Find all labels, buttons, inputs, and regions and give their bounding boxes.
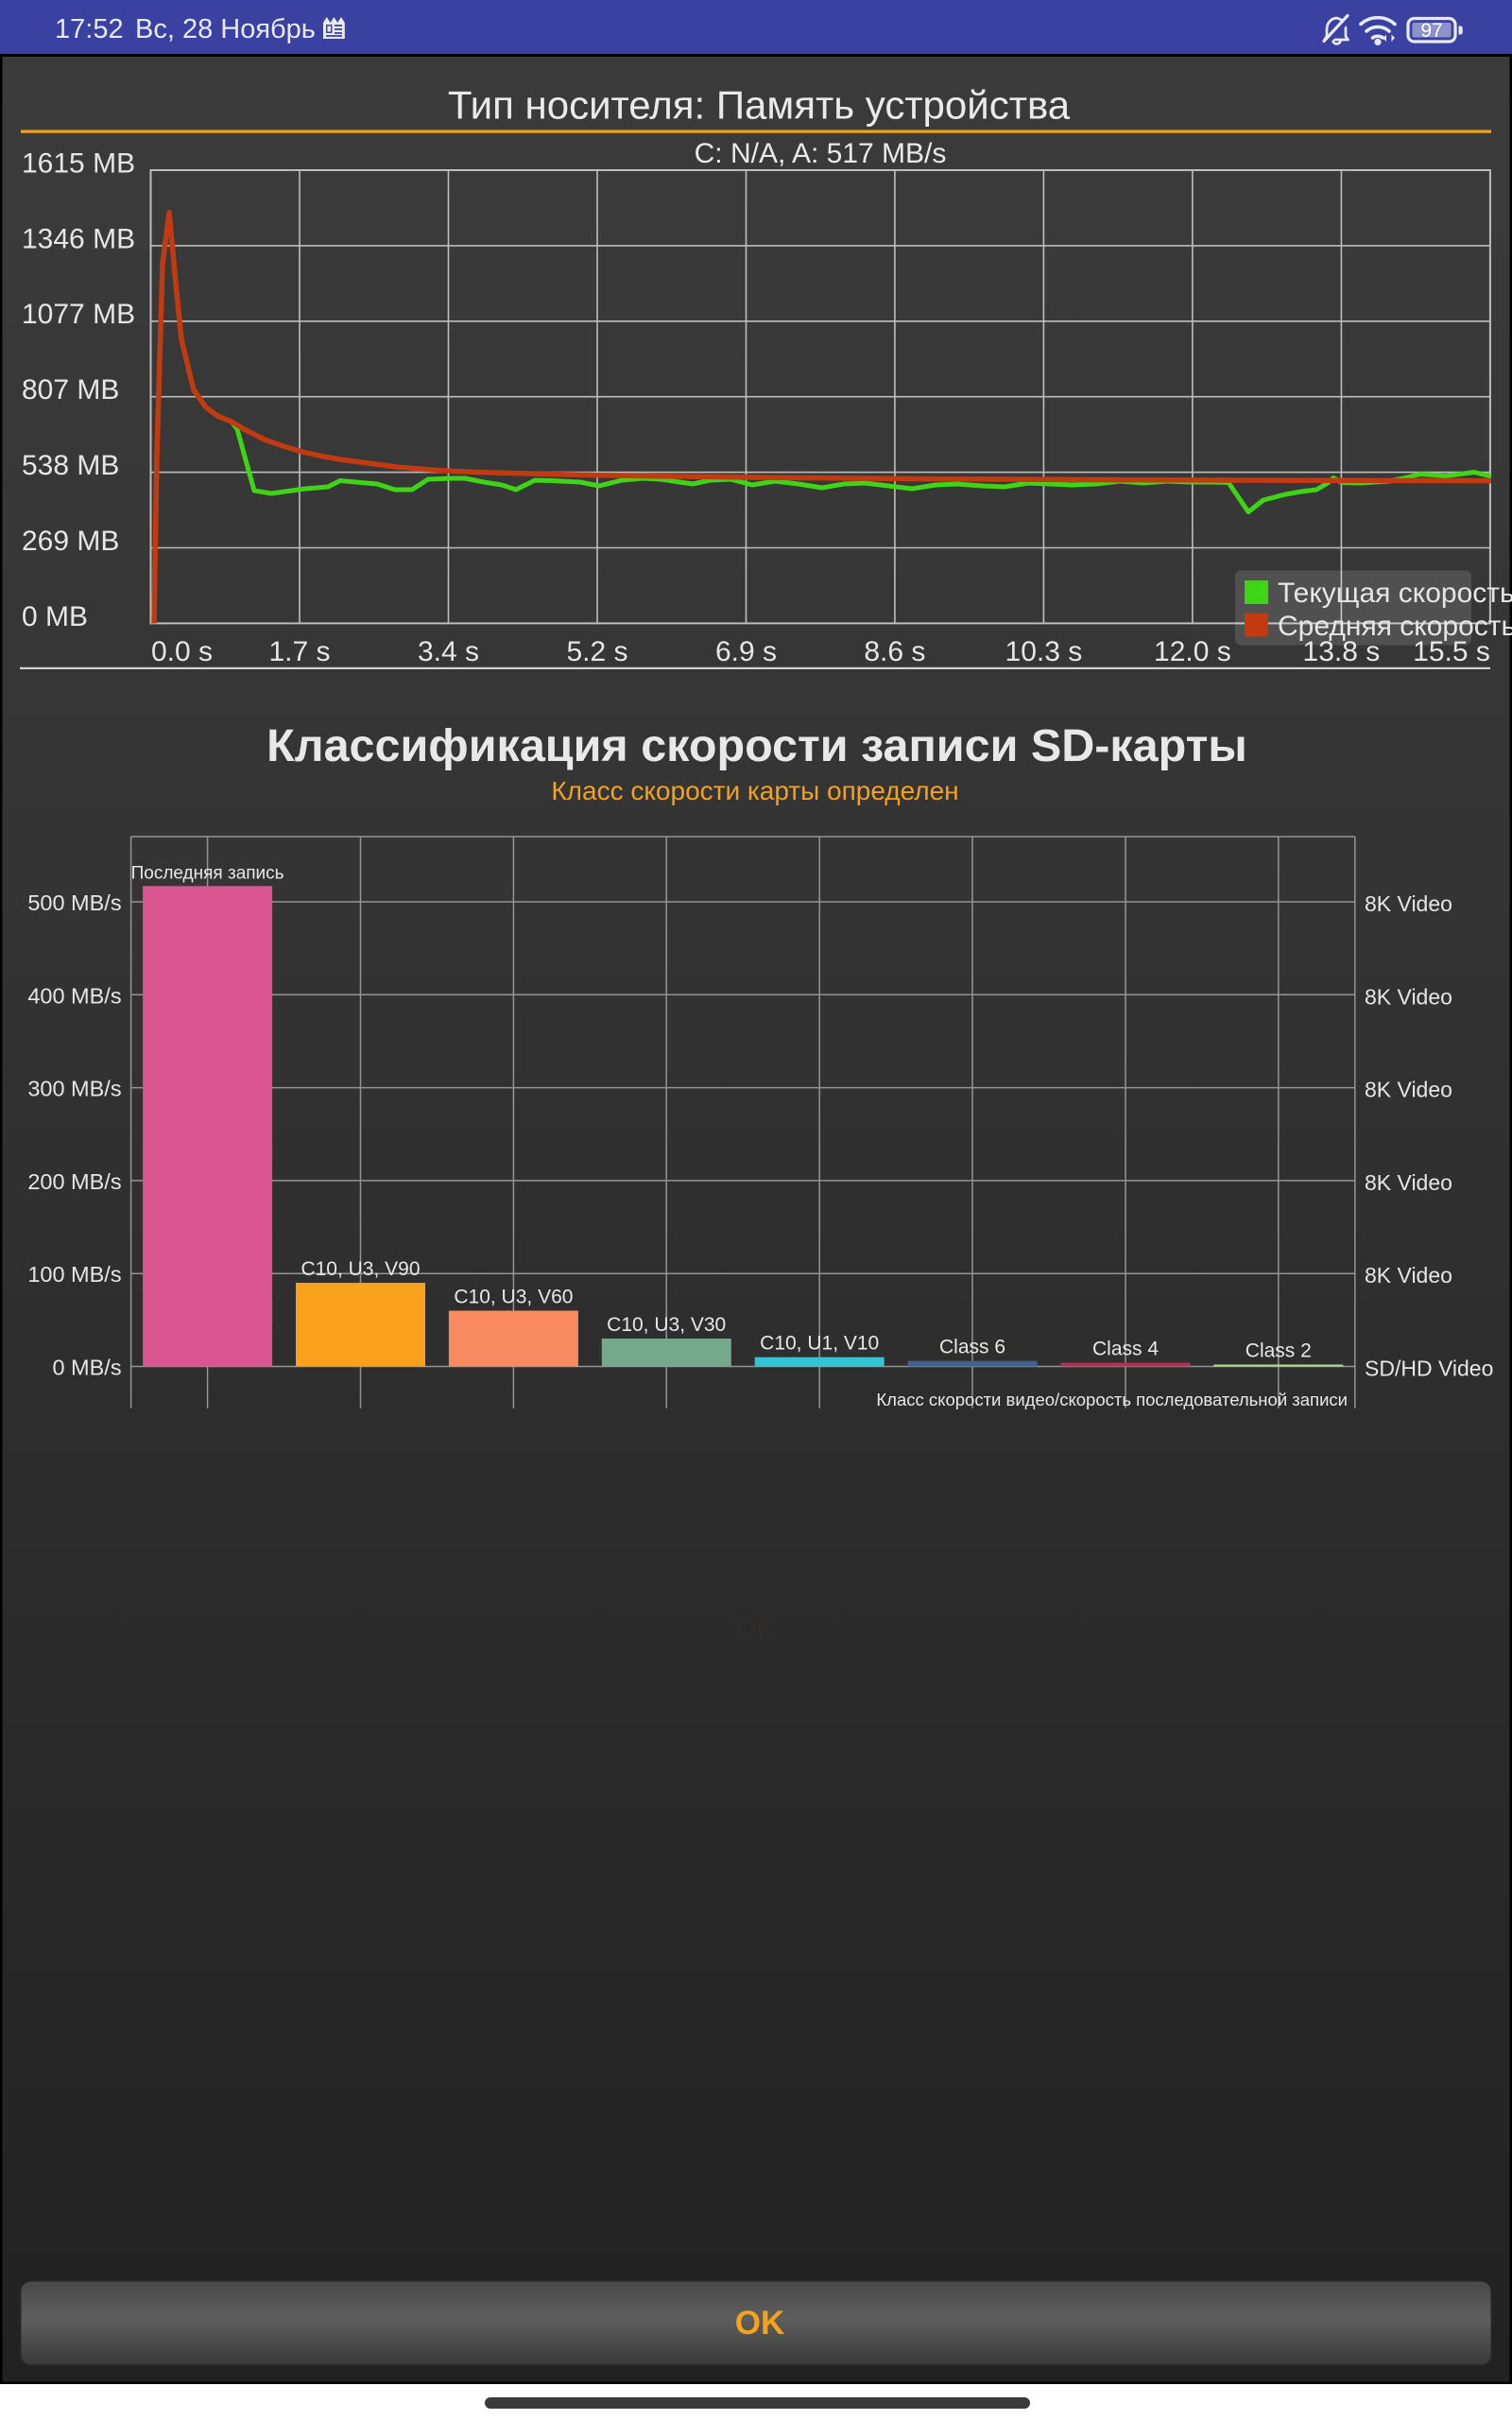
svg-text:1077 MB: 1077 MB: [22, 299, 135, 330]
svg-text:10.3 s: 10.3 s: [1005, 636, 1083, 667]
svg-text:SD/HD Video: SD/HD Video: [1365, 1357, 1493, 1381]
svg-text:500 MB/s: 500 MB/s: [27, 890, 121, 915]
svg-text:0 MB/s: 0 MB/s: [52, 1356, 121, 1380]
svg-text:97: 97: [1420, 20, 1442, 42]
svg-text:5.2 s: 5.2 s: [566, 636, 627, 667]
svg-text:C10, U3, V60: C10, U3, V60: [454, 1287, 573, 1308]
svg-text:Class 4: Class 4: [1092, 1339, 1159, 1360]
svg-text:1346 MB: 1346 MB: [22, 223, 135, 254]
svg-text:100 MB/s: 100 MB/s: [27, 1262, 121, 1287]
svg-text:17:52: 17:52: [55, 14, 124, 44]
svg-text:200 MB/s: 200 MB/s: [27, 1169, 121, 1194]
svg-text:8.6 s: 8.6 s: [864, 636, 925, 667]
svg-text:OK: OK: [735, 2305, 785, 2342]
svg-text:807 MB: 807 MB: [22, 374, 119, 406]
svg-text:C10, U3, V30: C10, U3, V30: [607, 1314, 726, 1336]
svg-text:0 MB: 0 MB: [22, 601, 88, 632]
svg-text:1615 MB: 1615 MB: [22, 147, 135, 179]
svg-text:Class 2: Class 2: [1246, 1340, 1312, 1362]
svg-text:3.4 s: 3.4 s: [418, 636, 479, 667]
svg-text:Классификация скорости записи: Классификация скорости записи SD-карты: [266, 720, 1247, 771]
svg-text:OK: OK: [734, 1612, 779, 1645]
svg-text:8K Video: 8K Video: [1365, 1263, 1452, 1288]
svg-text:Текущая скорость: Текущая скорость: [1278, 578, 1512, 609]
svg-text:Класс скорости карты определен: Класс скорости карты определен: [551, 776, 958, 805]
svg-text:Последняя запись: Последняя запись: [131, 863, 284, 883]
svg-text:Тип носителя: Память устройств: Тип носителя: Память устройства: [448, 83, 1071, 128]
svg-text:300 MB/s: 300 MB/s: [27, 1077, 121, 1101]
svg-text:0.0 s: 0.0 s: [151, 636, 213, 667]
svg-text:Class 6: Class 6: [939, 1337, 1005, 1358]
svg-text:8K Video: 8K Video: [1365, 1170, 1452, 1195]
svg-text:269 MB: 269 MB: [22, 526, 119, 557]
svg-text:1.7 s: 1.7 s: [268, 636, 330, 667]
svg-text:C: N/A, A: 517 MB/s: C: N/A, A: 517 MB/s: [695, 138, 947, 169]
svg-text:8K Video: 8K Video: [1365, 891, 1452, 916]
svg-text:Средняя скорость: Средняя скорость: [1278, 611, 1512, 642]
svg-text:6.9 s: 6.9 s: [715, 636, 777, 667]
svg-text:C10, U3, V90: C10, U3, V90: [301, 1258, 420, 1280]
svg-text:400 MB/s: 400 MB/s: [27, 983, 121, 1008]
svg-text:15.5 s: 15.5 s: [1413, 636, 1490, 667]
svg-text:8K Video: 8K Video: [1365, 984, 1452, 1009]
svg-text:Класс скорости видео/скорость: Класс скорости видео/скорость последоват…: [876, 1390, 1348, 1409]
svg-text:C10, U1, V10: C10, U1, V10: [760, 1333, 879, 1355]
svg-text:12.0 s: 12.0 s: [1154, 636, 1231, 667]
svg-text:538 MB: 538 MB: [22, 450, 119, 481]
svg-text:Вс, 28 Ноябрь: Вс, 28 Ноябрь: [135, 14, 316, 44]
svg-text:13.8 s: 13.8 s: [1303, 636, 1381, 667]
svg-text:8K Video: 8K Video: [1365, 1078, 1452, 1102]
